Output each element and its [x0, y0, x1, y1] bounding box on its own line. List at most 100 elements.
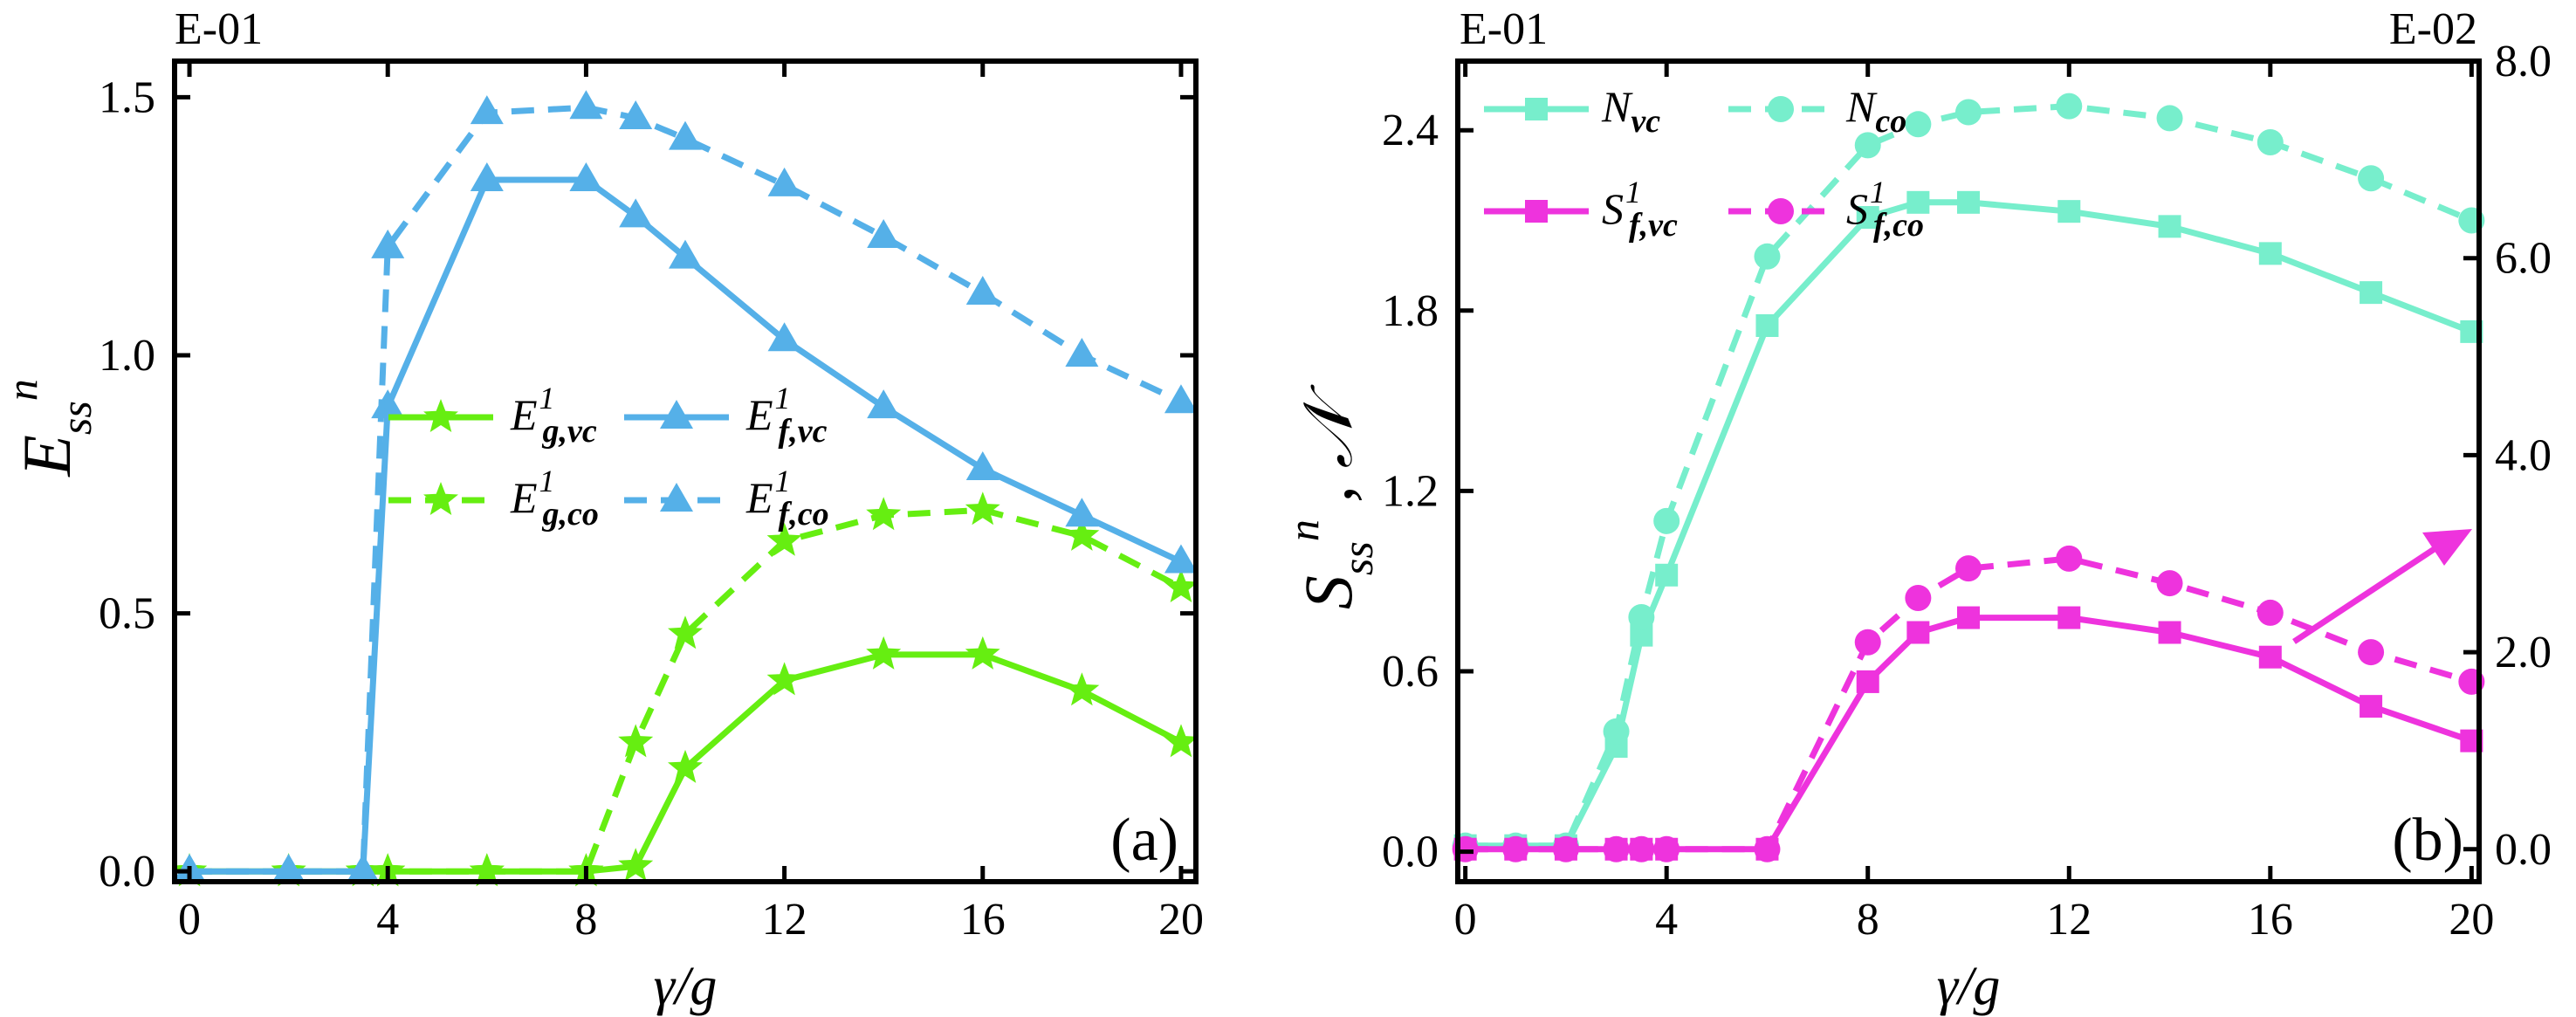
a-data-point: [619, 198, 653, 228]
b-xtick-label: 4: [1655, 895, 1678, 945]
b-legend-label-1: Nco: [1845, 82, 1906, 140]
a-data-point: [271, 854, 306, 883]
panel-b-ylabel: Sssn , 𝒩: [1279, 384, 1382, 609]
a-data-point: [767, 167, 801, 196]
a-data-point: [668, 615, 703, 649]
a-data-point: [569, 90, 603, 120]
panel-b-annotations: [2292, 529, 2472, 644]
b-legend-label-3: S1 f,co: [1846, 175, 1924, 244]
b-data-point: [1754, 835, 1781, 862]
a-legend-label-2: E1 g,co: [510, 464, 599, 533]
panel-b-frame: [1455, 58, 2482, 884]
b-y2tick-label: 0.0: [2495, 825, 2552, 875]
a-xtick-label: 16: [960, 895, 1006, 945]
a-legend-label-0: E1 g,vc: [510, 381, 597, 450]
a-data-point: [618, 724, 654, 758]
a-legend-label-1: E1 f,vc: [745, 381, 828, 450]
b-data-point: [2156, 105, 2183, 132]
panel-b-xlabel: γ/g: [1937, 957, 2001, 1016]
b-xtick-label: 8: [1857, 895, 1879, 945]
b-data-point: [1906, 190, 1930, 214]
b-data-point: [2358, 639, 2385, 666]
b-data-point: [1502, 835, 1529, 862]
b-series-line-1: [1465, 103, 2473, 849]
chart-panel-b: 0 4 8 12 16 200.00.61.21.82.40.02.04.06.08.0 …: [1279, 4, 2552, 1016]
a-ytick-label: 0.5: [99, 589, 155, 639]
b-data-point: [2358, 165, 2385, 192]
a-ytick-label: 1.5: [99, 72, 155, 122]
a-data-point: [867, 219, 901, 249]
a-series-line-1: [189, 506, 1183, 875]
a-data-point: [965, 636, 1000, 670]
b-data-point: [2056, 545, 2083, 572]
b-data-point: [1955, 99, 1982, 126]
a-data-point: [470, 95, 504, 125]
panel-a-scale-note: E-01: [175, 4, 263, 54]
a-data-point: [867, 389, 901, 419]
panel-a-frame: [172, 58, 1199, 884]
a-data-point: [669, 239, 702, 269]
a-data-point: [1065, 337, 1099, 367]
a-ytick-label: 0.0: [99, 847, 155, 897]
a-data-point: [1164, 724, 1199, 758]
a-data-point: [965, 451, 999, 481]
a-data-point: [1065, 498, 1099, 527]
b-ytick-label: 1.8: [1382, 286, 1439, 336]
b-data-point: [1655, 563, 1679, 587]
a-data-point: [469, 853, 505, 887]
panel-b-legend: Nvc Nco S1 f,vc S1 f,co: [1484, 82, 1924, 244]
panel-b-ticks: 0 4 8 12 16 200.00.61.21.82.40.02.04.06.08.0: [1382, 37, 2552, 945]
a-data-point: [371, 389, 405, 419]
b-data-point: [2360, 281, 2383, 305]
b-ytick-label: 0.6: [1382, 647, 1439, 697]
a-legend-marker-1: [660, 400, 693, 429]
a-data-point: [766, 522, 802, 556]
a-xtick-label: 4: [376, 895, 399, 945]
b-data-point: [2158, 215, 2181, 238]
b-xtick-label: 0: [1454, 895, 1477, 945]
b-y2tick-label: 4.0: [2495, 430, 2552, 480]
a-data-point: [766, 662, 802, 696]
svg-text:Essn: Essn: [0, 379, 100, 478]
right-axis-arrow-head: [2422, 529, 2472, 566]
b-data-point: [1955, 555, 1982, 582]
b-legend-label-2: S1 f,vc: [1602, 175, 1678, 244]
a-data-point: [668, 749, 703, 783]
b-data-point: [1854, 132, 1881, 159]
b-data-point: [1603, 835, 1630, 862]
b-xtick-label: 12: [2046, 895, 2092, 945]
a-legend-label-3: E1 f,co: [745, 464, 829, 533]
b-data-point: [1906, 621, 1930, 644]
b-data-point: [1628, 603, 1655, 630]
b-y2tick-label: 8.0: [2495, 37, 2552, 86]
svg-text:Sssn , 𝒩: Sssn , 𝒩: [1279, 384, 1382, 609]
b-ytick-label: 1.2: [1382, 466, 1439, 516]
b-y2tick-label: 2.0: [2495, 628, 2552, 677]
a-data-point: [965, 491, 1000, 526]
chart-panel-a: 0 4 8 12 16 200.00.51.01.5 E-01 (a) γ/g Essn …: [0, 4, 1204, 1016]
b-data-point: [2158, 621, 2181, 644]
b-xtick-label: 16: [2248, 895, 2293, 945]
a-data-point: [1064, 672, 1100, 706]
a-data-point: [619, 100, 653, 130]
panel-b-label: (b): [2392, 807, 2463, 874]
b-ytick-label: 2.4: [1382, 106, 1439, 155]
a-data-point: [866, 636, 902, 670]
b-legend-marker-3: [1768, 198, 1794, 224]
a-data-point: [346, 854, 380, 883]
a-data-point: [965, 276, 999, 306]
b-series-line-3: [1465, 555, 2473, 853]
b-data-point: [1957, 606, 1980, 629]
b-data-point: [2057, 200, 2081, 223]
b-data-point: [1905, 585, 1932, 612]
a-data-point: [371, 229, 405, 258]
a-data-point: [1164, 544, 1198, 574]
right-axis-arrow-shaft: [2292, 546, 2437, 644]
b-legend-marker-2: [1525, 200, 1548, 223]
a-xtick-label: 12: [762, 895, 807, 945]
b-data-point: [2257, 599, 2284, 626]
b-data-point: [1653, 507, 1680, 534]
b-xtick-label: 20: [2449, 895, 2494, 945]
b-data-point: [1854, 629, 1881, 656]
